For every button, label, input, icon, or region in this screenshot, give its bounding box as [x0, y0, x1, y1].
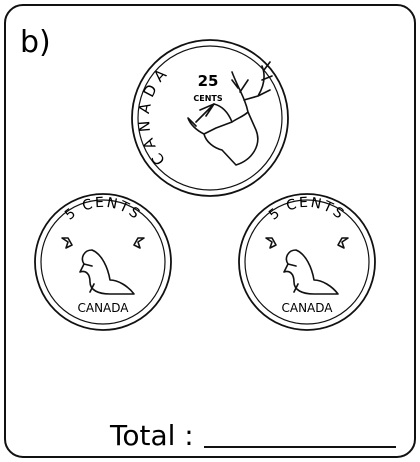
- coin-country: CANADA: [77, 301, 129, 315]
- quarter-coin: CANADA 25 CENTS: [132, 40, 288, 196]
- worksheet-card: b) CANADA 25 CENTS 5 CENTS CANADA 5 CENT…: [0, 0, 420, 462]
- coin-unit: CENTS: [193, 94, 222, 103]
- total-label: Total :: [109, 419, 194, 452]
- nickel-coin: 5 CENTS CANADA: [35, 194, 171, 330]
- coin-country: CANADA: [281, 301, 333, 315]
- coin-value: 25: [198, 72, 219, 90]
- nickel-coin: 5 CENTS CANADA: [239, 194, 375, 330]
- item-label: b): [20, 25, 51, 60]
